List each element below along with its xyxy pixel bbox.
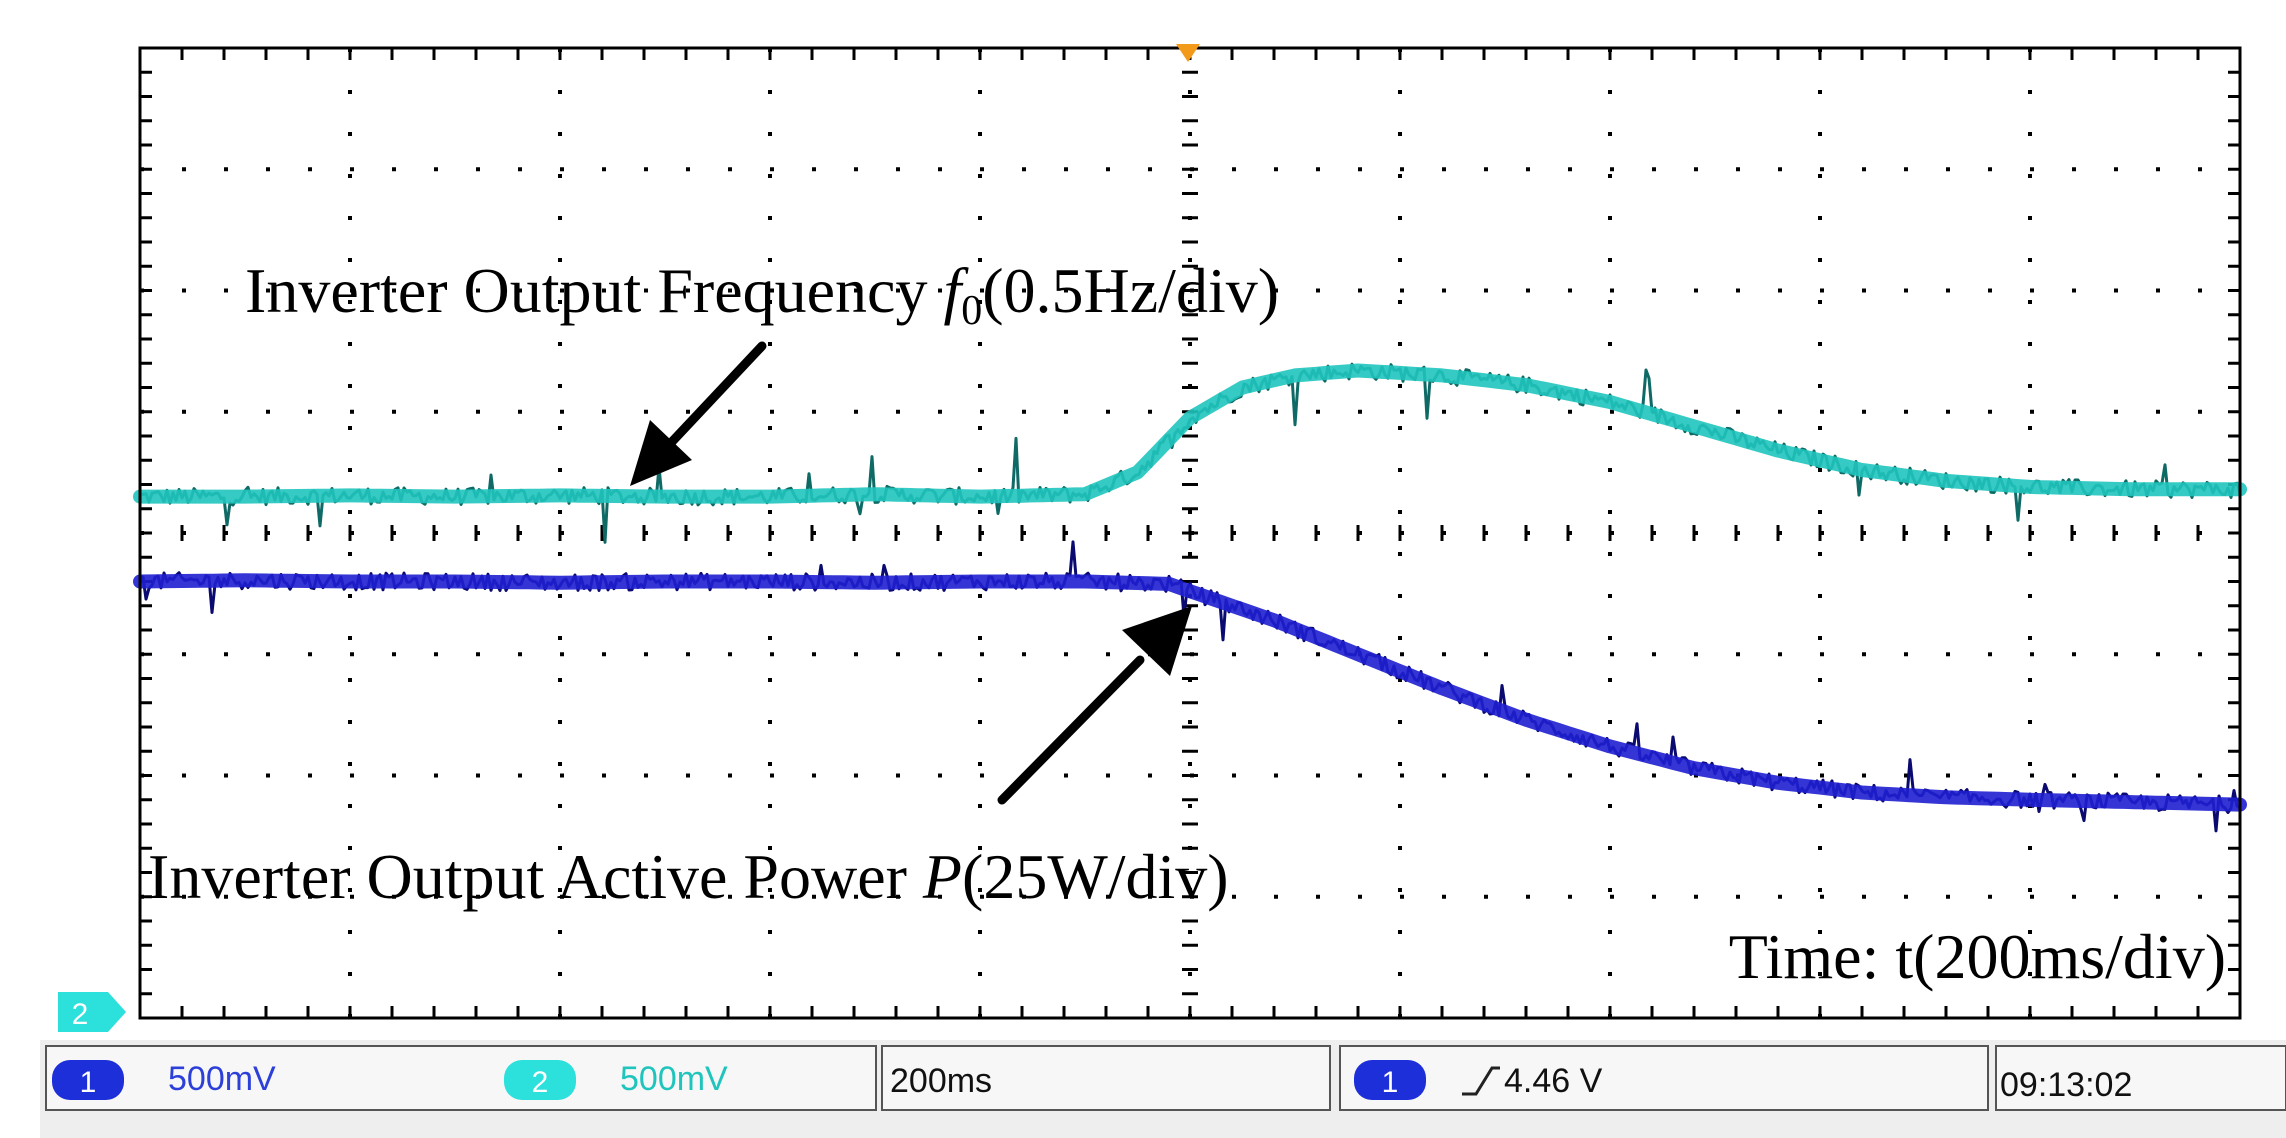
x-axis-label: Time: t(200ms/div) — [1729, 921, 2226, 992]
power-arrow — [997, 606, 1192, 805]
channel2-scale: 500mV — [620, 1060, 728, 1098]
clock-panel — [1995, 1045, 2286, 1111]
trigger-channel-badge[interactable] — [1354, 1060, 1426, 1100]
rising-edge-icon — [1462, 1066, 1500, 1096]
trigger-channel-number: 1 — [1382, 1066, 1399, 1099]
trigger-panel — [1339, 1045, 1989, 1111]
power-trace — [133, 573, 2247, 812]
power-label-prefix: Inverter Output Active Power — [148, 841, 923, 912]
channel2-number: 2 — [532, 1066, 549, 1099]
channel1-scale: 500mV — [168, 1060, 276, 1098]
frequency-label-suffix: (0.5Hz/div) — [982, 255, 1279, 326]
timebase-panel — [881, 1045, 1331, 1111]
power-label-suffix: (25W/div) — [962, 841, 1229, 912]
channel2-badge[interactable] — [504, 1060, 576, 1100]
channel2-ground-label: 2 — [72, 998, 89, 1031]
channel2-ground-marker: 2 — [58, 992, 126, 1032]
trigger-level: 4.46 V — [1504, 1062, 1603, 1100]
channel1-badge[interactable] — [52, 1060, 124, 1100]
frequency-label-subscript: 0 — [961, 288, 982, 334]
channel-panel — [45, 1045, 877, 1111]
frequency-trace — [133, 363, 2247, 504]
channel1-number: 1 — [80, 1066, 97, 1099]
clock-time: 09:13:02 — [2000, 1066, 2132, 1104]
frequency-label-prefix: Inverter Output Frequency — [245, 255, 943, 326]
trace-layer — [133, 362, 2247, 833]
power-label: Inverter Output Active Power P(25W/div) — [148, 841, 1229, 912]
trigger-position-marker — [1176, 44, 1200, 62]
frequency-label: Inverter Output Frequency f0(0.5Hz/div) — [245, 255, 1279, 334]
timebase-value: 200ms — [890, 1062, 992, 1100]
status-bar: 1 500mV 2 500mV 200ms 1 4.46 V 09:13:02 — [40, 1040, 2286, 1138]
power-label-symbol: P — [922, 841, 962, 912]
frequency-arrow — [630, 341, 767, 486]
